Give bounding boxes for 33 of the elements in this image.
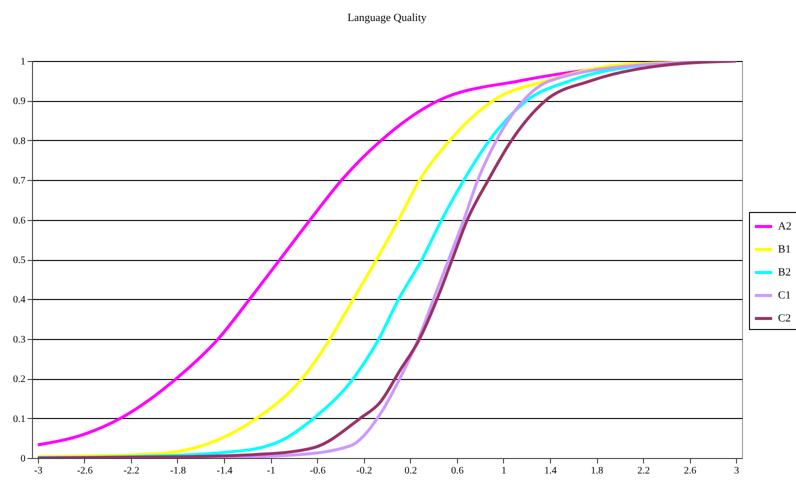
y-tick-label: 0.9: [13, 96, 26, 108]
x-tick-label: -0.2: [356, 466, 372, 476]
x-tick-label: 1.8: [590, 466, 604, 476]
x-tick-label: 1.4: [544, 466, 557, 476]
legend-label: B2: [778, 266, 791, 278]
x-tick-label: 3: [734, 466, 740, 476]
legend-label: B1: [778, 244, 791, 256]
y-tick-label: 0.3: [13, 334, 26, 346]
x-tick-label: -2.6: [76, 466, 93, 476]
x-tick-label: -1.4: [216, 466, 232, 476]
x-tick-label: -3: [34, 466, 42, 476]
x-tick-label: 1: [501, 466, 506, 476]
x-tick-label: -1.8: [170, 466, 186, 476]
x-tick-label: -0.6: [310, 466, 326, 476]
y-tick-label: 0.8: [13, 136, 26, 147]
x-tick-label: 0.6: [451, 466, 464, 476]
x-tick-label: 2.6: [684, 466, 696, 476]
legend-label: C2: [778, 312, 791, 324]
x-tick-label: 0.2: [404, 466, 418, 476]
x-tick-label: -1: [266, 466, 276, 476]
y-tick-label: 0: [20, 454, 26, 464]
legend-label: C1: [778, 290, 791, 302]
x-tick-label: 2.2: [637, 466, 650, 476]
y-tick-label: 0.4: [13, 294, 26, 306]
y-tick-label: 0.5: [13, 255, 26, 266]
y-tick-label: 0.7: [13, 176, 26, 187]
y-tick-label: 1: [20, 56, 26, 68]
y-tick-label: 0.2: [13, 374, 26, 386]
y-tick-label: 0.1: [13, 414, 26, 425]
x-tick-label: -2.2: [124, 466, 140, 476]
legend-label: A2: [778, 220, 792, 232]
y-tick-label: 0.6: [13, 215, 26, 226]
chart-title: Language Quality: [347, 12, 428, 24]
